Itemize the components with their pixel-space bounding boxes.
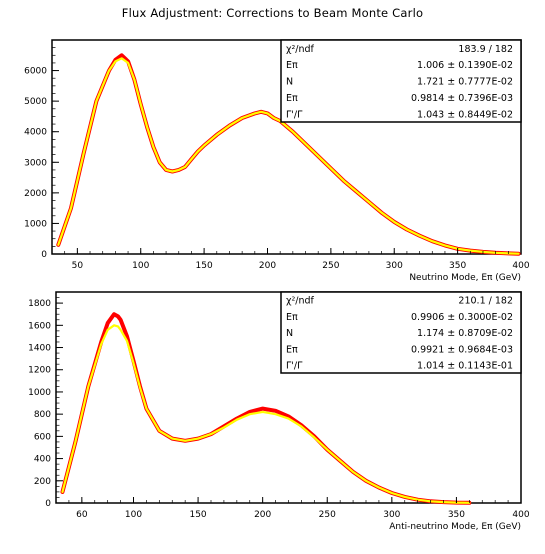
x-tick-label: 300 xyxy=(386,261,403,271)
stats-row-value: 0.9814 ± 0.7396E-03 xyxy=(411,93,513,104)
x-tick-label: 150 xyxy=(196,261,213,271)
y-tick-label: 4000 xyxy=(24,128,47,138)
chart-main-title: Flux Adjustment: Corrections to Beam Mon… xyxy=(121,6,424,20)
stats-row-label: N xyxy=(286,328,293,339)
fit-stats-box xyxy=(280,291,522,374)
x-tick-label: 250 xyxy=(319,510,336,520)
x-axis-label: Anti-neutrino Mode, Eπ (GeV) xyxy=(389,522,521,532)
y-tick-label: 3000 xyxy=(24,158,47,168)
x-tick-label: 100 xyxy=(132,261,149,271)
y-tick-label: 2000 xyxy=(24,189,47,199)
stats-row-value: 0.9921 ± 0.9684E-03 xyxy=(411,344,513,355)
y-tick-label: 6000 xyxy=(24,67,47,77)
x-tick-label: 250 xyxy=(322,261,339,271)
y-tick-label: 1600 xyxy=(28,321,51,331)
stats-row-value: 183.9 / 182 xyxy=(458,44,513,55)
stats-row-value: 1.721 ± 0.7777E-02 xyxy=(417,77,513,88)
y-tick-label: 1800 xyxy=(28,299,51,309)
stats-row-value: 1.014 ± 0.1143E-01 xyxy=(417,360,513,371)
x-tick-label: 350 xyxy=(449,261,466,271)
stats-row-label: Eπ xyxy=(286,60,298,71)
antineutrino-mode-panel: 60 100 150 200 250 300 350 400 0 200 400 600 800 1000… xyxy=(28,291,530,532)
stats-row-label: N xyxy=(286,77,293,88)
stats-row-label: Eπ xyxy=(286,312,298,323)
y-tick-label: 200 xyxy=(34,477,51,487)
stats-row-value: 210.1 / 182 xyxy=(458,296,513,307)
stats-row-value: 1.043 ± 0.8449E-02 xyxy=(417,109,513,120)
fit-curve-series xyxy=(57,57,520,255)
fit-stats-box xyxy=(280,39,522,123)
stats-row-label: Eπ xyxy=(286,344,298,355)
x-tick-label: 200 xyxy=(259,261,276,271)
x-tick-label: 400 xyxy=(512,261,529,271)
y-tick-label: 1200 xyxy=(28,366,51,376)
y-tick-label: 1000 xyxy=(24,219,47,229)
stats-row-value: 1.006 ± 0.1390E-02 xyxy=(417,60,513,71)
x-tick-label: 200 xyxy=(254,510,271,520)
y-tick-label: 0 xyxy=(41,250,47,260)
x-tick-label: 300 xyxy=(383,510,400,520)
y-tick-label: 400 xyxy=(34,455,51,465)
stats-row-label: Γ'/Γ xyxy=(286,109,303,120)
x-tick-label: 50 xyxy=(72,261,84,271)
y-tick-label: 0 xyxy=(45,499,51,509)
neutrino-mode-panel: 50 100 150 200 250 300 350 40001000200030004000… xyxy=(24,39,530,283)
x-tick-label: 150 xyxy=(189,510,206,520)
x-axis-label: Neutrino Mode, Eπ (GeV) xyxy=(409,273,521,283)
y-tick-label: 600 xyxy=(34,432,51,442)
y-tick-label: 1400 xyxy=(28,344,51,354)
x-tick-label: 400 xyxy=(512,510,529,520)
stats-row-value: 0.9906 ± 0.3000E-02 xyxy=(411,312,513,323)
stats-row-label: Γ'/Γ xyxy=(286,360,303,371)
x-tick-label: 60 xyxy=(76,510,88,520)
stats-row-label: Eπ xyxy=(286,93,298,104)
fit-curve-series xyxy=(61,324,471,504)
y-tick-label: 800 xyxy=(34,410,51,420)
stats-row-label: χ²/ndf xyxy=(286,44,315,55)
y-tick-label: 1000 xyxy=(28,388,51,398)
y-tick-label: 5000 xyxy=(24,97,47,107)
stats-row-value: 1.174 ± 0.8709E-02 xyxy=(417,328,513,339)
stats-row-label: χ²/ndf xyxy=(286,296,315,307)
x-tick-label: 350 xyxy=(448,510,465,520)
x-tick-label: 100 xyxy=(125,510,142,520)
